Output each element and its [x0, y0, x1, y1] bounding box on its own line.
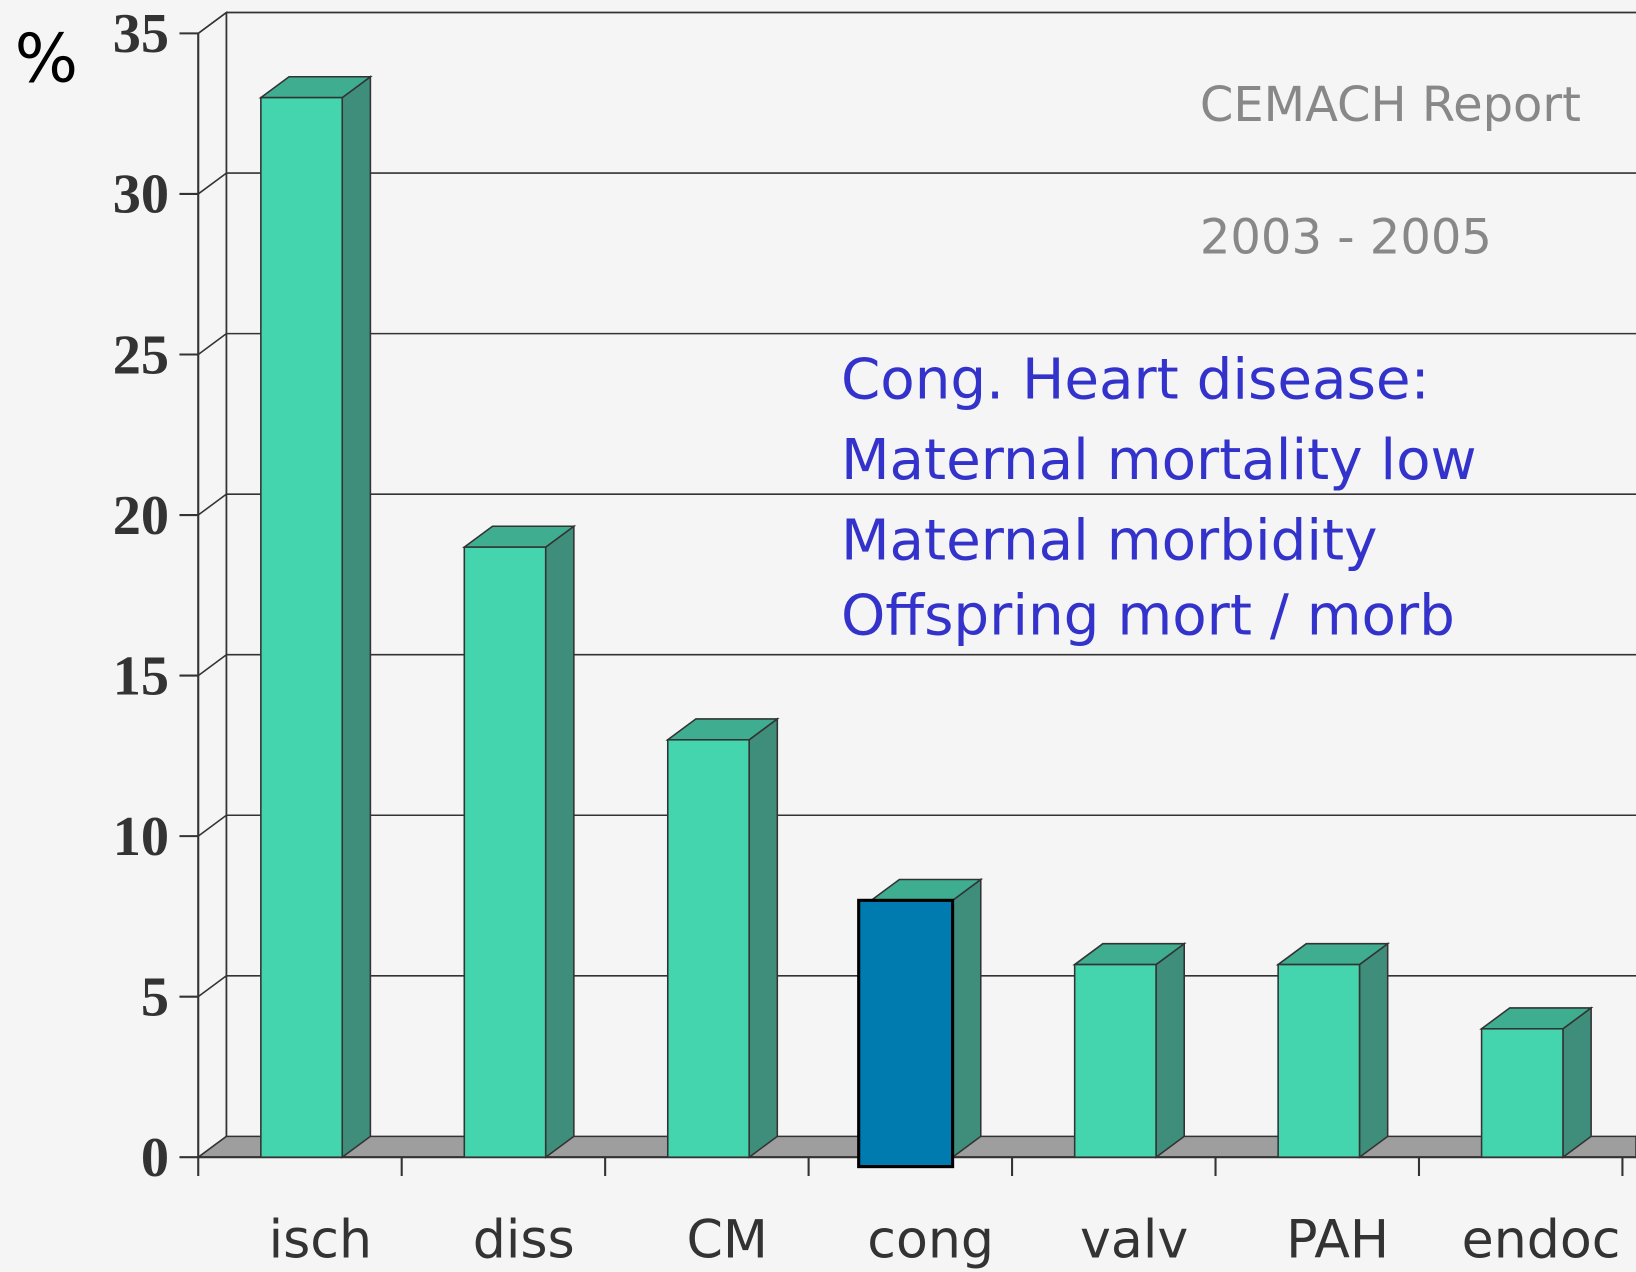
bar: [1073, 963, 1157, 1158]
x-tick-label: valv: [1080, 1210, 1188, 1270]
bar-side: [1358, 942, 1389, 1159]
grid-line: [197, 814, 227, 837]
x-tick-label: CM: [687, 1210, 768, 1270]
note: Maternal morbidity: [841, 508, 1378, 573]
x-tick-label: diss: [473, 1210, 575, 1270]
bar: [1277, 963, 1361, 1158]
grid-line: [197, 654, 227, 677]
y-tick-label: 0: [141, 1127, 169, 1189]
y-tick-label: 30: [113, 164, 169, 226]
y-tick-label: 5: [141, 966, 169, 1028]
y-tick-label: 10: [113, 806, 169, 868]
bar-side: [341, 75, 372, 1159]
annotation: CEMACH Report: [1200, 77, 1581, 133]
y-tick-label: 25: [113, 324, 169, 386]
annotation: 2003 - 2005: [1200, 210, 1492, 266]
bar-side: [544, 524, 575, 1159]
bar-side: [1562, 1006, 1592, 1159]
grid-line: [197, 493, 227, 516]
grid-line: [197, 332, 227, 356]
y-tick-label: 35: [113, 3, 169, 65]
bar: [666, 739, 750, 1158]
bar: [857, 898, 955, 1169]
bar-side: [748, 717, 779, 1159]
y-axis-label: %: [15, 19, 78, 97]
x-tick-label: cong: [867, 1210, 994, 1270]
x-tick-label: endoc: [1462, 1210, 1621, 1270]
grid-line: [197, 975, 227, 998]
grid-line: [197, 11, 227, 35]
x-tick-label: PAH: [1286, 1210, 1389, 1270]
grid-line: [197, 172, 227, 195]
plot: 0 5 10 15 20 25 30 35 isch diss CM cong valv PAH endoc: [113, 3, 1636, 1270]
note: Offspring mort / morb: [841, 583, 1455, 648]
bar: [260, 96, 344, 1159]
y-tick-label: 15: [113, 645, 169, 707]
bar: [1480, 1027, 1564, 1159]
bar-side: [1155, 942, 1186, 1159]
bar: [463, 546, 547, 1158]
y-tick-label: 20: [113, 485, 169, 547]
note: Maternal mortality low: [841, 428, 1477, 493]
note: Cong. Heart disease:: [841, 348, 1430, 413]
x-tick-label: isch: [269, 1210, 372, 1270]
bar-side: [951, 877, 982, 1159]
